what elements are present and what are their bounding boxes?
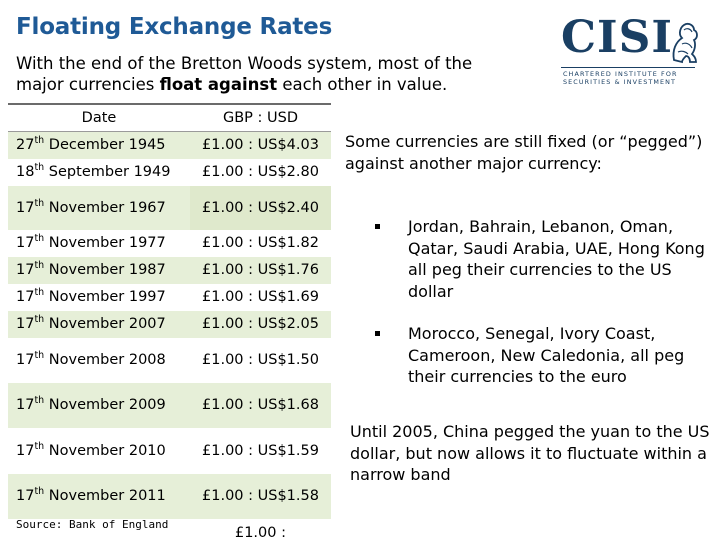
table-row: 17th November 1997 £1.00 : US$1.69	[8, 283, 331, 311]
rate-cell: £1.00 : US$1.58	[190, 473, 331, 519]
bullet-square-icon	[375, 224, 380, 229]
slide-subtitle: With the end of the Bretton Woods system…	[16, 53, 516, 95]
logo-tagline: CHARTERED INSTITUTE FOR SECURITIES & INV…	[563, 70, 697, 86]
subtitle-bold-text: float against	[159, 75, 278, 94]
table-row: 17th November 1987 £1.00 : US$1.76	[8, 256, 331, 284]
column-header-rate: GBP : USD	[190, 103, 331, 132]
table-row: 17th November 2011 £1.00 : US$1.58	[8, 473, 331, 519]
table-row: 17th November 1977 £1.00 : US$1.82	[8, 229, 331, 257]
rate-cell: £1.00 : US$4.03	[190, 131, 331, 159]
table-row: 18th September 1949 £1.00 : US$2.80	[8, 158, 331, 186]
date-cell: 17th November 1977	[8, 229, 190, 257]
table-row: 17th November 2010 £1.00 : US$1.59	[8, 427, 331, 474]
list-item: Morocco, Senegal, Ivory Coast, Cameroon,…	[373, 323, 708, 388]
date-cell: 17th November 2010	[8, 427, 190, 474]
cisi-logo: CISI CHARTERED INSTITUTE FOR SECURITIES …	[561, 16, 701, 88]
china-peg-note: Until 2005, China pegged the yuan to the…	[350, 422, 710, 484]
date-cell: 27th December 1945	[8, 131, 190, 159]
rate-cell: £1.00 : US$1.82	[190, 229, 331, 257]
rate-cell: £1.00 : US$1.68	[190, 382, 331, 428]
pegged-currency-list: Jordan, Bahrain, Lebanon, Oman, Qatar, S…	[373, 216, 708, 409]
table-row: 17th November 2007 £1.00 : US$2.05	[8, 310, 331, 338]
rate-cell: £1.00 : US$2.80	[190, 158, 331, 186]
table-row: 17th November 2008 £1.00 : US$1.50	[8, 337, 331, 383]
rate-cell: £1.00 : US$1.50	[190, 337, 331, 383]
list-item-text: Jordan, Bahrain, Lebanon, Oman, Qatar, S…	[408, 217, 705, 301]
source-note: Source: Bank of England	[16, 518, 169, 531]
bullet-square-icon	[375, 331, 380, 336]
table-header-row: Date GBP : USD	[8, 103, 331, 132]
subtitle-text-start: With the end of the Bretton Woods system…	[16, 54, 473, 94]
lion-icon	[672, 22, 698, 64]
date-cell: 17th November 1987	[8, 256, 190, 284]
pegged-intro-text: Some currencies are still fixed (or “peg…	[345, 132, 703, 173]
rate-cell: £1.00 : US$1.76	[190, 256, 331, 284]
table-row: 17th November 2009 £1.00 : US$1.68	[8, 382, 331, 428]
rate-cell: £1.00 : US$2.05	[190, 310, 331, 338]
rate-cell: £1.00 : US$1.69	[190, 283, 331, 311]
date-cell: 17th November 2008	[8, 337, 190, 383]
logo-tagline-line-1: CHARTERED INSTITUTE FOR	[563, 70, 678, 78]
date-cell: 18th September 1949	[8, 158, 190, 186]
subtitle-text-end: each other in value.	[277, 75, 448, 94]
date-cell: 17th November 2007	[8, 310, 190, 338]
logo-tagline-line-2: SECURITIES & INVESTMENT	[563, 78, 677, 86]
date-cell: 17th November 2011	[8, 473, 190, 519]
table-row: 17th November 1967 £1.00 : US$2.40	[8, 185, 331, 230]
logo-divider	[561, 67, 695, 68]
rate-cell: £1.00 : US$2.40	[190, 185, 331, 230]
date-cell: 17th November 1967	[8, 185, 190, 230]
date-cell: 17th November 2009	[8, 382, 190, 428]
rate-cell: £1.00 : US$1.59	[190, 427, 331, 474]
rate-cell: £1.00 :	[190, 518, 331, 549]
slide-title: Floating Exchange Rates	[16, 14, 333, 40]
column-header-date: Date	[8, 103, 190, 132]
date-cell: 17th November 1997	[8, 283, 190, 311]
list-item: Jordan, Bahrain, Lebanon, Oman, Qatar, S…	[373, 216, 708, 302]
exchange-rate-table: Date GBP : USD 27th December 1945 £1.00 …	[8, 103, 331, 549]
logo-wordmark: CISI	[561, 12, 673, 63]
list-item-text: Morocco, Senegal, Ivory Coast, Cameroon,…	[408, 324, 685, 386]
table-row: 27th December 1945 £1.00 : US$4.03	[8, 131, 331, 159]
